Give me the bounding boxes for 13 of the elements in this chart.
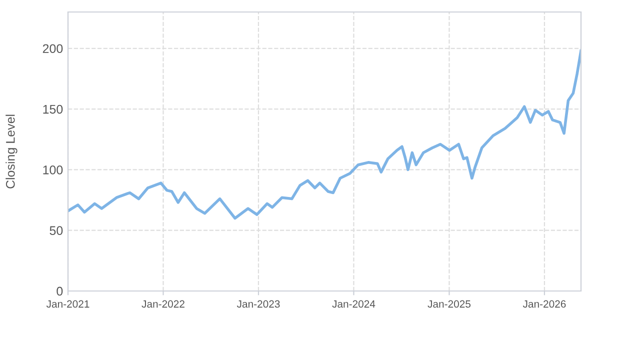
x-tick-label: Jan-2022 (142, 300, 184, 308)
x-tick-label: Jan-2023 (236, 300, 280, 308)
y-tick-label: 150 (43, 104, 63, 114)
line-series (68, 49, 581, 220)
y-tick-label: 200 (42, 44, 63, 54)
y-tick-label: 0 (56, 286, 63, 296)
y-tick-label: 100 (43, 165, 63, 174)
y-axis-title: Closing Level (6, 114, 18, 188)
x-tick-label: Jan-2026 (522, 300, 566, 308)
x-tick-label: Jan-2024 (332, 300, 376, 308)
x-tick-label: Jan-2021 (46, 300, 90, 308)
y-tick-label: 50 (50, 226, 63, 235)
x-tick-label: Jan-2025 (428, 300, 471, 308)
